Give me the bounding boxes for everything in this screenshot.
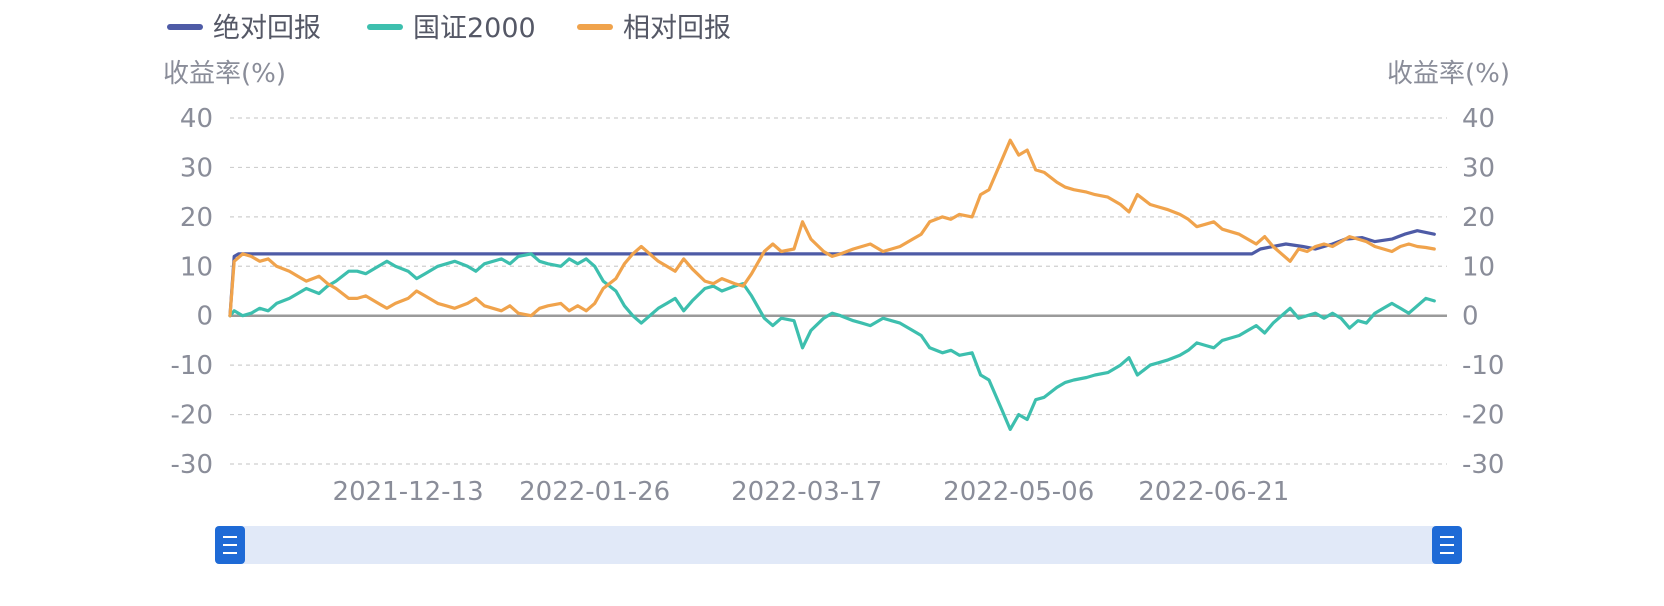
y-tick-label-left: 40 xyxy=(180,104,213,134)
y-tick-label-right: 10 xyxy=(1462,252,1495,282)
legend-swatch xyxy=(167,24,203,30)
legend-item[interactable]: 绝对回报 xyxy=(167,13,321,44)
y-tick-label-right: -30 xyxy=(1462,450,1504,480)
x-axis-ticks: 2021-12-13 2022-01-26 2022-03-17 2022-05-06… xyxy=(333,477,1290,507)
y-axis-right-ticks: 40 30 20 10 0 -10 -20 -30 xyxy=(1462,104,1504,480)
y-axis-left-ticks: 40 30 20 10 0 -10 -20 -30 xyxy=(171,104,213,480)
y-tick-label-left: 20 xyxy=(180,203,213,233)
series-line xyxy=(228,252,1436,431)
y-tick-label-right: -10 xyxy=(1462,351,1504,381)
legend-label: 相对回报 xyxy=(623,13,731,44)
series-group xyxy=(228,138,1436,431)
y-tick-label-left: 10 xyxy=(180,252,213,282)
slider-start-handle[interactable] xyxy=(215,526,245,564)
y-tick-label-left: -20 xyxy=(171,401,213,431)
x-tick-label: 2021-12-13 xyxy=(333,477,484,507)
legend-swatch xyxy=(577,24,613,30)
slider-end-handle[interactable] xyxy=(1432,526,1462,564)
x-tick-label: 2022-05-06 xyxy=(943,477,1094,507)
legend-label: 绝对回报 xyxy=(213,13,321,44)
zoom-slider[interactable] xyxy=(215,526,1462,564)
legend-item[interactable]: 国证2000 xyxy=(367,13,536,44)
y-tick-label-right: 20 xyxy=(1462,203,1495,233)
grid xyxy=(230,117,1447,465)
x-tick-label: 2022-06-21 xyxy=(1138,477,1289,507)
y-tick-label-left: 30 xyxy=(180,153,213,183)
legend-label: 国证2000 xyxy=(413,13,536,44)
menu-lines-icon xyxy=(223,536,237,554)
y-axis-left-label: 收益率(%) xyxy=(163,59,286,89)
y-tick-label-left: -10 xyxy=(171,351,213,381)
y-tick-label-right: -20 xyxy=(1462,401,1504,431)
legend: 绝对回报 国证2000 相对回报 xyxy=(167,13,731,44)
y-tick-label-right: 40 xyxy=(1462,104,1495,134)
y-tick-label-right: 30 xyxy=(1462,153,1495,183)
y-tick-label-left: -30 xyxy=(171,450,213,480)
legend-swatch xyxy=(367,24,403,30)
y-tick-label-right: 0 xyxy=(1462,302,1479,332)
slider-track[interactable] xyxy=(230,526,1447,564)
series-line xyxy=(228,138,1436,318)
x-tick-label: 2022-03-17 xyxy=(731,477,882,507)
y-axis-right-label: 收益率(%) xyxy=(1387,59,1510,89)
legend-item[interactable]: 相对回报 xyxy=(577,13,731,44)
x-tick-label: 2022-01-26 xyxy=(519,477,670,507)
y-tick-label-left: 0 xyxy=(196,302,213,332)
menu-lines-icon xyxy=(1440,536,1454,554)
